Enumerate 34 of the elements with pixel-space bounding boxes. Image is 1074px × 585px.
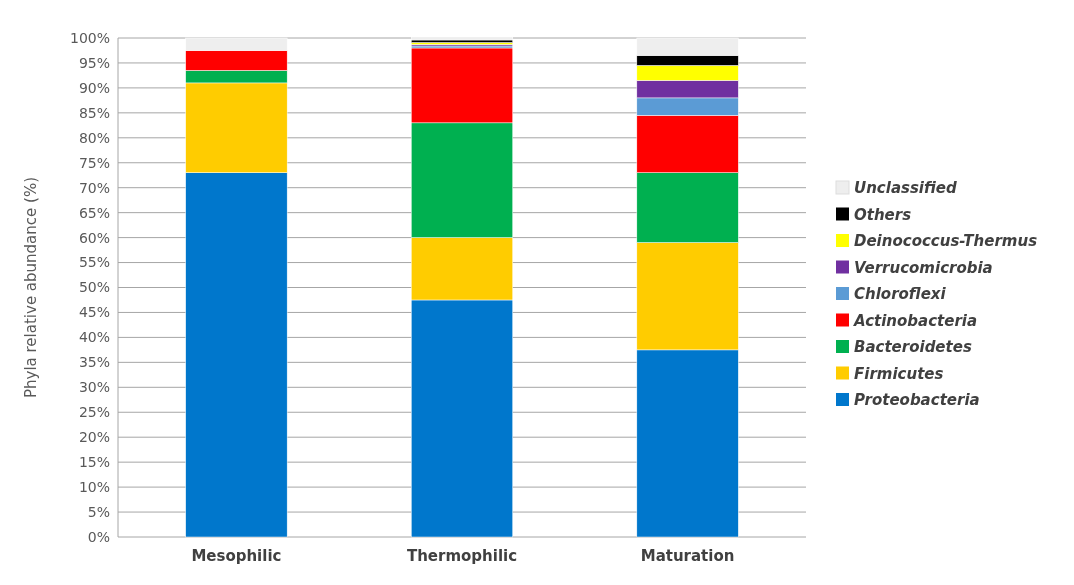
y-tick-label: 40% (78, 329, 110, 346)
y-tick-label: 50% (78, 279, 110, 296)
y-tick-label: 0% (87, 528, 110, 545)
y-tick-label: 85% (78, 104, 110, 121)
legend-label: Verrucomicrobia (854, 258, 993, 277)
x-tick-label: Mesophilic (191, 547, 282, 565)
y-tick-label: 45% (78, 304, 110, 321)
y-tick-label: 25% (78, 404, 110, 421)
legend-label: Others (854, 205, 912, 224)
legend-label: Bacteroidetes (854, 338, 972, 357)
legend-label: Deinococcus-Thermus (854, 232, 1038, 251)
y-tick-label: 70% (78, 179, 110, 196)
legend-label: Chloroflexi (854, 285, 947, 304)
y-tick-label: 60% (78, 229, 110, 246)
y-tick-label: 90% (78, 79, 110, 96)
x-tick-label: Maturation (640, 547, 735, 565)
y-tick-label: 55% (78, 254, 110, 271)
y-tick-label: 10% (78, 479, 110, 495)
y-tick-label: 30% (78, 379, 110, 396)
y-tick-label: 5% (87, 503, 110, 520)
legend-label: Actinobacteria (853, 311, 978, 330)
y-tick-label: 15% (78, 454, 110, 471)
y-tick-label: 35% (78, 354, 110, 371)
y-tick-label: 65% (78, 204, 110, 221)
legend-label: Unclassified (854, 179, 957, 198)
x-tick-label: Thermophilic (406, 547, 518, 565)
y-tick-label: 75% (78, 154, 110, 171)
y-tick-label: 20% (78, 429, 110, 446)
y-tick-label: 100% (69, 29, 110, 46)
y-axis-title: Phyla relative abundance (%) (22, 176, 40, 399)
y-tick-label: 95% (78, 54, 110, 71)
legend-label: Firmicutes (854, 364, 944, 383)
legend-label: Proteobacteria (854, 391, 980, 410)
y-tick-label: 80% (78, 129, 110, 146)
